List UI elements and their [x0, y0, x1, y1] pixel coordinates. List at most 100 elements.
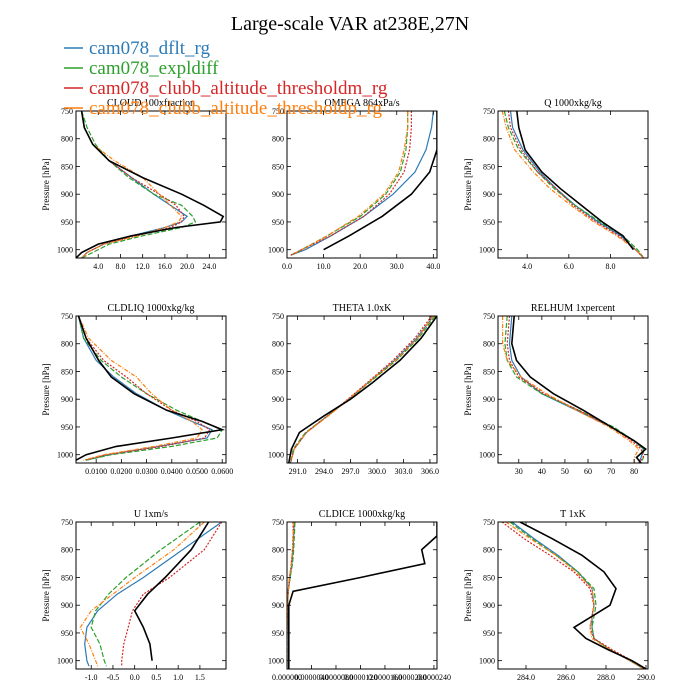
x-tick-label: 306.0	[421, 467, 439, 476]
y-tick-label: 750	[61, 312, 73, 321]
series-line-cam078_clubb_altitude_thresholdp_rg	[289, 316, 434, 463]
panel-5: THETA 1.0xK 750 800 850 900 950 1000 291.0 294.0…	[268, 303, 439, 476]
x-tick-label: 0.000000	[272, 673, 302, 682]
x-tick-label: 24.0	[202, 262, 216, 271]
series-line-cam078_clubb_altitude_thresholdm_rg	[501, 522, 645, 669]
x-tick-label: -0.5	[107, 673, 120, 682]
y-tick-label: 1000	[57, 246, 73, 255]
reference-line	[516, 111, 635, 251]
series-line-cam078_dflt_rg	[287, 522, 295, 669]
legend: cam078_dflt_rgcam078_expldiffcam078_club…	[64, 38, 388, 119]
x-tick-label: 300.0	[368, 467, 386, 476]
y-tick-label: 800	[272, 546, 284, 555]
y-tick-label: 1000	[57, 657, 73, 666]
y-tick-label: 850	[272, 162, 284, 171]
series-line-cam078_clubb_altitude_thresholdm_rg	[289, 316, 433, 463]
figure-title: Large-scale VAR at238E,27N	[231, 13, 469, 35]
x-tick-label: 10.0	[317, 262, 331, 271]
x-tick-label: 0.0400	[161, 467, 183, 476]
panel-title: T 1xK	[560, 509, 586, 520]
y-tick-label: 900	[61, 601, 73, 610]
x-tick-label: 0.0000200	[392, 673, 426, 682]
series-line-cam078_expldiff	[289, 316, 436, 463]
legend-item: cam078_expldiff	[64, 58, 219, 79]
y-axis-label: Pressure [hPa]	[41, 363, 51, 415]
y-axis-label: Pressure [hPa]	[41, 158, 51, 210]
y-tick-label: 950	[272, 423, 284, 432]
panel-title: OMEGA 864xPa/s	[324, 98, 399, 109]
y-tick-label: 750	[61, 518, 73, 527]
reference-line	[133, 522, 210, 661]
y-tick-label: 1000	[268, 451, 284, 460]
panel-title: CLOUD 100xfraction	[107, 98, 195, 109]
y-tick-label: 850	[61, 367, 73, 376]
series-line-cam078_expldiff	[290, 111, 409, 256]
x-tick-label: 8.0	[115, 262, 125, 271]
y-tick-label: 800	[61, 546, 73, 555]
series-line-cam078_clubb_altitude_thresholdm_rg	[121, 522, 223, 667]
x-tick-label: 294.0	[315, 467, 333, 476]
y-tick-label: 900	[272, 601, 284, 610]
x-tick-label: 297.0	[342, 467, 360, 476]
series-line-cam078_clubb_altitude_thresholdp_rg	[502, 316, 640, 463]
y-tick-label: 750	[483, 107, 495, 116]
y-tick-label: 950	[272, 629, 284, 638]
y-tick-label: 950	[272, 218, 284, 227]
series-line-cam078_clubb_altitude_thresholdp_rg	[79, 522, 205, 667]
y-tick-label: 950	[61, 218, 73, 227]
x-tick-label: 291.0	[289, 467, 307, 476]
x-tick-label: 303.0	[394, 467, 412, 476]
panel-3: Q 1000xkg/kg 750 800 850 900 950 1000 4.0 6.0 8.0…	[463, 98, 649, 271]
y-tick-label: 900	[61, 190, 73, 199]
x-tick-label: 0.0000160	[368, 673, 402, 682]
series-line-cam078_dflt_rg	[508, 316, 645, 463]
y-tick-label: 800	[483, 135, 495, 144]
x-tick-label: 40	[538, 467, 546, 476]
panel-2: OMEGA 864xPa/s 750 800 850 900 950 1000 0.0 10.0…	[268, 98, 440, 271]
x-tick-label: 0.0300	[136, 467, 158, 476]
series-line-cam078_dflt_rg	[289, 316, 434, 463]
legend-item: cam078_dflt_rg	[64, 38, 211, 59]
series-line-cam078_expldiff	[90, 522, 201, 667]
x-tick-label: 0.0100	[85, 467, 107, 476]
plot-frame	[286, 315, 438, 464]
x-tick-label: 0.0000040	[294, 673, 328, 682]
x-tick-label: 40.0	[426, 262, 440, 271]
legend-label: cam078_dflt_rg	[89, 38, 211, 59]
x-tick-label: 288.0	[597, 673, 615, 682]
y-tick-label: 950	[483, 423, 495, 432]
panel-6: RELHUM 1xpercent 750 800 850 900 950 1000 30 40 5…	[463, 303, 649, 476]
legend-item: cam078_clubb_altitude_thresholdm_rg	[64, 78, 388, 99]
y-tick-label: 850	[483, 573, 495, 582]
panel-title: Q 1000xkg/kg	[544, 98, 602, 109]
panel-title: U 1xm/s	[134, 509, 168, 520]
reference-line	[288, 316, 437, 463]
x-tick-label: 1.0	[173, 673, 183, 682]
reference-line	[76, 111, 225, 258]
panel-title: RELHUM 1xpercent	[531, 303, 615, 314]
plot-frame	[497, 110, 649, 259]
x-tick-label: 8.0	[606, 262, 616, 271]
y-tick-label: 850	[61, 573, 73, 582]
y-axis-label: Pressure [hPa]	[463, 158, 473, 210]
series-line-cam078_clubb_altitude_thresholdp_rg	[501, 111, 645, 258]
series-line-cam078_expldiff	[81, 111, 197, 258]
y-tick-label: 800	[61, 135, 73, 144]
plot-frame	[497, 521, 649, 670]
y-tick-label: 750	[272, 312, 284, 321]
y-tick-label: 800	[483, 340, 495, 349]
y-tick-label: 750	[61, 107, 73, 116]
x-tick-label: 290.0	[637, 673, 655, 682]
x-tick-label: 60	[584, 467, 592, 476]
legend-label: cam078_clubb_altitude_thresholdp_rg	[89, 98, 383, 119]
y-axis-label: Pressure [hPa]	[463, 363, 473, 415]
y-tick-label: 900	[61, 395, 73, 404]
reference-line	[510, 316, 647, 463]
x-tick-label: 20.0	[180, 262, 194, 271]
x-tick-label: 284.0	[517, 673, 535, 682]
legend-label: cam078_clubb_altitude_thresholdm_rg	[89, 78, 388, 99]
reference-line	[323, 111, 437, 251]
y-tick-label: 850	[483, 162, 495, 171]
y-tick-label: 1000	[268, 246, 284, 255]
